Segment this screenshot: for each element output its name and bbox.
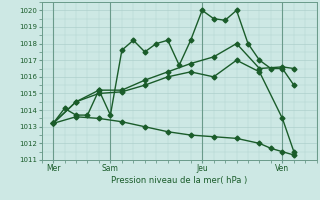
- X-axis label: Pression niveau de la mer( hPa ): Pression niveau de la mer( hPa ): [111, 176, 247, 185]
